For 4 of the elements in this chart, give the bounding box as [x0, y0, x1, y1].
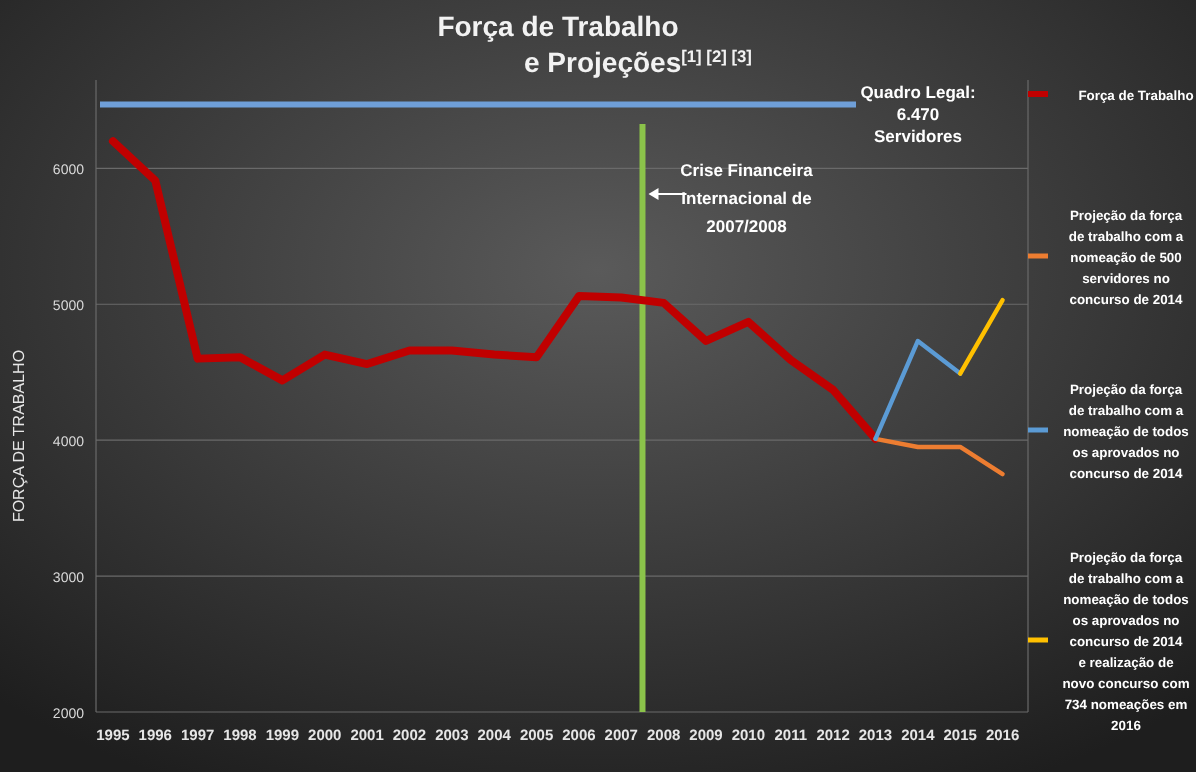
y-axis-title: FORÇA DE TRABALHO	[10, 349, 28, 523]
ref-line-label: Crise Financeira Internacional de 2007/2008	[680, 160, 814, 236]
ref-line-label: Quadro Legal: 6.470 Servidores	[860, 82, 976, 147]
chart-title: Força de Trabalho e Projeções$^{[1] [2] [3]}$	[437, 10, 753, 78]
